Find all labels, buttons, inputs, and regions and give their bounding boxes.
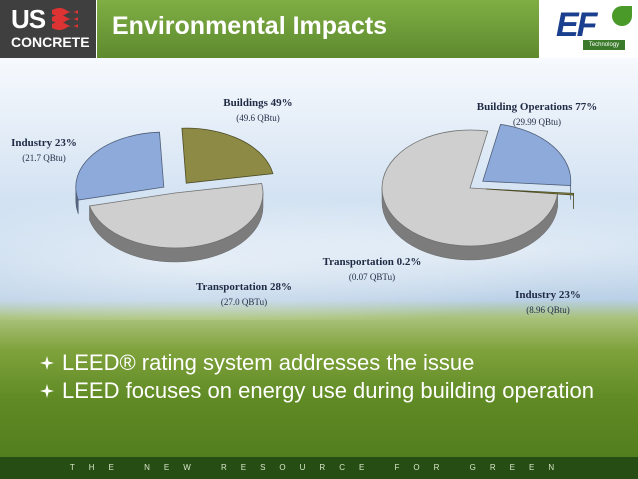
bullet-star-icon xyxy=(40,384,54,398)
title-bar xyxy=(97,0,539,58)
pie-slice-label: Industry 23% xyxy=(11,137,77,149)
pie-slice xyxy=(181,127,274,184)
pie-slice-label: Transportation 0.2% xyxy=(323,256,422,268)
bullet-item: LEED focuses on energy use during buildi… xyxy=(40,378,600,404)
bullet-star-icon xyxy=(40,356,54,370)
pie-slice-sublabel: (21.7 QBtu) xyxy=(22,153,66,163)
footer-bar: THE NEW RESOURCE FOR GREEN CONSTRUCTION xyxy=(0,457,638,479)
logo-us-text: US xyxy=(11,4,46,34)
bullet-list: LEED® rating system addresses the issue … xyxy=(40,350,600,406)
pie-chart-1: Buildings 49% (49.6 QBtu) Transportation 2… xyxy=(11,97,293,307)
pie-slice xyxy=(75,131,165,201)
logo-concrete-text: CONCRETE xyxy=(11,34,90,50)
pie-slice-sublabel: (8.96 QBtu) xyxy=(526,305,570,315)
pie-slice-sublabel: (27.0 QBTu) xyxy=(221,297,267,307)
pie-slice-label: Building Operations 77% xyxy=(477,101,597,113)
pie-slice-label: Buildings 49% xyxy=(223,97,292,109)
pie-slice-sublabel: (49.6 QBtu) xyxy=(236,113,280,123)
us-concrete-logo xyxy=(0,0,96,58)
logo-technology-text: Technology xyxy=(583,40,625,50)
pie-slice xyxy=(482,124,572,187)
pie-slice-label: Industry 23% xyxy=(515,289,581,301)
bullet-item: LEED® rating system addresses the issue xyxy=(40,350,600,376)
pie-slice xyxy=(485,188,575,196)
pie-slice xyxy=(381,129,559,247)
bullet-text: LEED® rating system addresses the issue xyxy=(62,350,475,375)
flag-icon xyxy=(52,8,78,30)
logo-ef-text: EF xyxy=(556,6,597,44)
bullet-text: LEED focuses on energy use during buildi… xyxy=(62,378,595,403)
pie-charts: Buildings 49% (49.6 QBtu) Transportation 2… xyxy=(11,97,598,315)
pie-slice-label: Transportation 28% xyxy=(196,281,292,293)
page-title: Environmental Impacts xyxy=(112,12,388,40)
leaf-icon xyxy=(612,6,632,26)
pie-chart-2: Building Operations 77% (29.99 QBtu) Indus… xyxy=(323,101,598,315)
pie-slice-sublabel: (0.07 QBTu) xyxy=(349,272,395,282)
pie-slice xyxy=(88,183,264,249)
footer-tagline: THE NEW RESOURCE FOR GREEN CONSTRUCTION xyxy=(69,463,569,472)
header: US CONCRETE Environmental Impacts EF Tec… xyxy=(0,0,638,58)
pie-slice-sublabel: (29.99 QBtu) xyxy=(513,117,561,127)
